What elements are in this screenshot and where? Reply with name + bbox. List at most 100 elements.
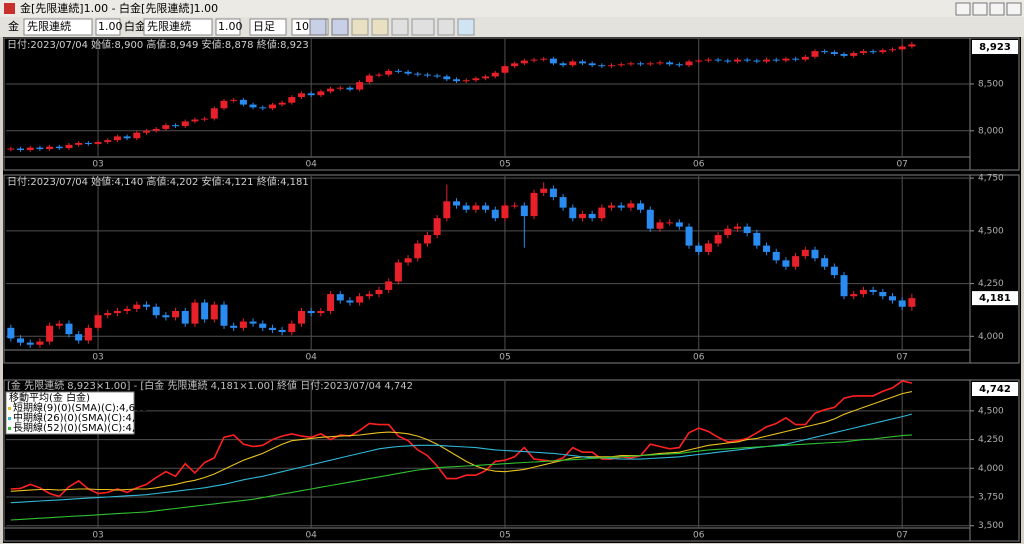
candle-body xyxy=(608,65,616,67)
legend-swatch xyxy=(8,427,11,430)
legend-swatch xyxy=(8,417,11,420)
legend-entry: 長期線(52)(0)(SMA)(C):4,291 xyxy=(13,421,154,434)
tool-button[interactable] xyxy=(391,18,409,36)
candle-body xyxy=(36,341,44,345)
candle-body xyxy=(491,209,499,219)
candle-body xyxy=(210,304,218,320)
tool-button[interactable] xyxy=(351,18,369,36)
candle-body xyxy=(94,315,102,328)
candle-body xyxy=(472,205,480,210)
tool-button[interactable] xyxy=(411,18,435,36)
series-line xyxy=(10,380,913,498)
minimize-button[interactable] xyxy=(955,2,971,16)
x-tick-label: 05 xyxy=(499,531,510,541)
last-price-box xyxy=(972,291,1018,306)
contract-text: 先限連続 xyxy=(147,19,191,33)
candle-body xyxy=(17,148,25,150)
close-button[interactable] xyxy=(1006,2,1022,16)
title-bar xyxy=(0,0,1024,17)
candle-body xyxy=(75,142,83,145)
window-title: 金[先限連続]1.00 - 白金[先限連続]1.00 xyxy=(20,1,218,15)
candle-body xyxy=(268,327,276,330)
multiplier-input[interactable] xyxy=(215,18,241,36)
candle-body xyxy=(191,302,199,324)
candle-body xyxy=(637,63,645,65)
candle-body xyxy=(55,146,63,149)
candle-body xyxy=(782,260,790,267)
candle-body xyxy=(898,300,906,307)
tool-button[interactable] xyxy=(437,18,455,36)
candle-body xyxy=(307,93,315,96)
candle-body xyxy=(104,313,112,316)
tool-button[interactable] xyxy=(331,18,349,36)
x-tick-label: 03 xyxy=(92,353,103,363)
candle-body xyxy=(327,294,335,311)
candle-body xyxy=(288,323,296,333)
candle-body xyxy=(763,245,771,252)
candle-body xyxy=(549,58,557,64)
last-price-label: 4,742 xyxy=(979,384,1011,395)
candle-body xyxy=(772,59,780,61)
candle-body xyxy=(501,66,509,73)
candle-body xyxy=(646,209,654,229)
candle-body xyxy=(385,70,393,75)
candle-body xyxy=(181,121,189,127)
candle-body xyxy=(840,275,848,297)
contract-select[interactable] xyxy=(23,18,93,36)
legend-entry: 短期線(9)(0)(SMA)(C):4,668 xyxy=(13,401,148,414)
last-price-box xyxy=(972,40,1018,54)
candle-body xyxy=(811,51,819,57)
candle-body xyxy=(26,147,34,150)
candle-body xyxy=(617,64,625,66)
candle-body xyxy=(656,222,664,229)
period-select[interactable] xyxy=(249,18,287,36)
y-tick-label: 4,750 xyxy=(978,174,1004,184)
candle-body xyxy=(608,205,616,208)
candle-body xyxy=(753,60,761,62)
candle-body xyxy=(743,226,751,233)
candle-body xyxy=(801,56,809,60)
candle-body xyxy=(763,59,771,62)
candle-body xyxy=(36,147,44,150)
chart-area xyxy=(3,37,1021,543)
candle-body xyxy=(346,87,354,90)
candle-body xyxy=(259,323,267,328)
tool-button[interactable] xyxy=(309,18,327,36)
symbol-label: 金 xyxy=(8,19,19,33)
candle-body xyxy=(433,75,441,77)
candle-body xyxy=(394,70,402,72)
candle-body xyxy=(792,256,800,267)
candle-body xyxy=(675,222,683,227)
candle-body xyxy=(733,226,741,229)
candle-body xyxy=(859,51,867,54)
candle-body xyxy=(385,281,393,290)
candle-body xyxy=(578,213,586,219)
candle-body xyxy=(666,222,674,224)
contract-text: 先限連続 xyxy=(27,19,71,33)
quote-info: 日付:2023/07/04 始値:8,900 高値:8,949 安値:8,878… xyxy=(7,38,309,51)
candle-body xyxy=(65,323,73,335)
candle-body xyxy=(104,140,112,143)
tool-button[interactable] xyxy=(371,18,389,36)
tool-button[interactable] xyxy=(457,18,475,36)
candle-body xyxy=(123,136,131,139)
candle-body xyxy=(201,302,209,320)
legend-box xyxy=(5,391,135,435)
candle-body xyxy=(724,60,732,62)
candle-body xyxy=(152,306,160,316)
candle-body xyxy=(7,327,15,339)
candle-body xyxy=(249,104,257,108)
candle-body xyxy=(782,58,790,61)
candle-body xyxy=(46,325,54,342)
contract-select[interactable] xyxy=(143,18,213,36)
candle-body xyxy=(685,61,693,66)
candle-body xyxy=(646,63,654,65)
multiplier-input[interactable] xyxy=(95,18,121,36)
restore-button[interactable] xyxy=(989,2,1005,16)
maximize-button[interactable] xyxy=(972,2,988,16)
candle-body xyxy=(743,59,751,61)
candle-body xyxy=(540,188,548,193)
candle-body xyxy=(365,294,373,297)
candle-body xyxy=(336,294,344,301)
candle-body xyxy=(317,310,325,314)
